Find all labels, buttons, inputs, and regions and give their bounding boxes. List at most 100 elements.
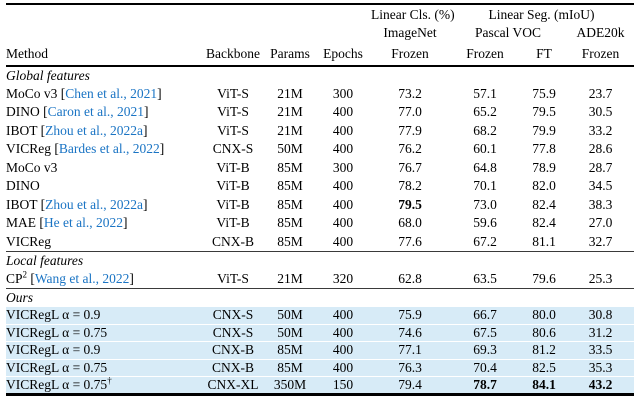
params-cell: 50M [277,141,303,157]
header-col-params: Params [265,41,315,67]
method-superscript: 2 [22,269,28,279]
params-cell: 21M [277,104,303,120]
voc-ft-cell: 79.5 [532,104,556,120]
method-name: IBOT [6,196,38,212]
voc-frozen-cell: 70.1 [473,178,497,194]
epochs-cell: 400 [315,341,371,359]
params-cell: 350M [265,376,315,395]
method-name: CP [6,270,23,286]
header-sub-pascal-voc: Pascal VOC [474,25,542,40]
method-name: DINO [6,104,40,120]
ade-frozen-cell: 38.3 [588,196,613,212]
backbone-cell: CNX-XL [201,376,265,395]
table-row: IBOT [Zhou et al., 2022a] ViT-B 85M 400 79.5… [6,196,634,215]
voc-frozen-cell: 64.8 [473,159,497,175]
method-cell: MoCo v3 [6,159,201,178]
voc-ft-cell: 82.0 [532,178,556,194]
voc-frozen-cell: 57.1 [473,85,497,101]
citation-link[interactable]: Caron et al., 2021 [47,104,144,120]
header-col-method: Method [6,41,201,67]
ade-frozen-cell: 33.5 [567,341,635,359]
header-group-linear-seg: Linear Seg. (mIoU) [488,7,595,22]
table-row: CP2 [Wang et al., 2022] ViT-S 21M 320 62.8 63… [6,270,634,289]
voc-frozen-cell: 68.2 [473,122,497,138]
params-cell: 85M [277,159,303,175]
backbone-cell: ViT-S [217,85,249,101]
method-name: VICRegL α = 0.75 [6,359,108,375]
ade-frozen-cell: 27.0 [588,215,613,231]
section-header-row: Global features [6,66,634,85]
method-name: DINO [6,178,40,194]
table-row: VICRegL α = 0.9 CNX-B 85M 400 77.1 69.3 81.2 33… [6,341,635,359]
citation-link[interactable]: Zhou et al., 2022a [45,122,143,138]
table-row: IBOT [Zhou et al., 2022a] ViT-S 21M 400 77.9… [6,122,634,141]
voc-frozen-cell: 65.2 [473,104,497,120]
ade-frozen-cell: 33.2 [588,122,613,138]
params-cell: 50M [265,323,315,342]
imagenet-frozen-cell: 68.0 [398,215,422,231]
method-name: VICReg [6,141,51,157]
method-name: MAE [6,215,36,231]
header-col-ade-frozen: Frozen [567,41,635,67]
table-row: DINO [Caron et al., 2021] ViT-S 21M 400 77.0… [6,103,634,122]
ade-frozen-cell: 25.3 [588,270,613,286]
method-cell: VICRegL α = 0.9 [6,306,201,324]
imagenet-frozen-cell: 77.0 [398,104,422,120]
method-cell: DINO [Caron et al., 2021] [6,104,149,120]
epochs-cell: 400 [315,358,371,377]
method-cell: VICRegL α = 0.75 [6,323,201,342]
ade-frozen-cell: 28.6 [588,141,613,157]
epochs-cell: 400 [332,122,354,138]
voc-frozen-cell: 67.5 [449,323,521,342]
voc-ft-cell: 77.8 [532,141,556,157]
params-cell: 85M [277,196,303,212]
method-cell: MAE [He et al., 2022] [6,215,128,231]
citation-link[interactable]: Wang et al., 2022 [34,270,130,286]
epochs-cell: 400 [315,323,371,342]
ade-frozen-cell: 28.7 [588,159,613,175]
voc-ft-cell: 80.0 [521,306,567,324]
method-cell: MoCo v3 [Chen et al., 2021] [6,85,162,101]
backbone-cell: CNX-B [201,341,265,359]
method-name: MoCo v3 [6,159,58,175]
backbone-cell: ViT-S [217,104,249,120]
imagenet-frozen-cell: 73.2 [398,85,422,101]
backbone-cell: ViT-S [217,270,249,286]
table-row: VICReg [Bardes et al., 2022] CNX-S 50M 400 7… [6,140,634,159]
imagenet-frozen-cell: 78.2 [398,178,422,194]
imagenet-frozen-cell: 76.7 [398,159,422,175]
results-table: Linear Cls. (%) Linear Seg. (mIoU) Image… [6,3,635,396]
imagenet-frozen-cell: 77.6 [398,233,422,249]
voc-ft-cell: 80.6 [521,323,567,342]
backbone-cell: ViT-B [216,196,250,212]
voc-ft-cell: 82.4 [532,215,556,231]
method-cell: CP2 [Wang et al., 2022] [6,269,134,286]
method-cell: DINO [6,177,201,196]
imagenet-frozen-cell: 74.6 [371,323,449,342]
table-row: VICRegL α = 0.9 CNX-S 50M 400 75.9 66.7 80.0 30… [6,306,635,324]
voc-frozen-cell: 60.1 [473,141,497,157]
method-name: VICRegL α = 0.9 [6,342,101,358]
backbone-cell: ViT-B [216,178,250,194]
epochs-cell: 300 [332,159,354,175]
epochs-cell: 400 [315,306,371,324]
imagenet-frozen-cell: 76.3 [371,358,449,377]
ade-frozen-cell: 30.5 [588,104,613,120]
section-label: Ours [6,287,635,307]
citation-link[interactable]: He et al., 2022 [43,215,123,231]
citation-link[interactable]: Zhou et al., 2022a [45,196,143,212]
backbone-cell: CNX-S [212,141,254,157]
table-row: MAE [He et al., 2022] ViT-B 85M 400 68.0 59.6… [6,214,634,233]
epochs-cell: 400 [332,196,354,212]
method-name: IBOT [6,122,38,138]
epochs-cell: 400 [332,233,354,249]
section-label: Global features [6,67,90,83]
header-sub-imagenet: ImageNet [383,25,437,40]
ade-frozen-cell: 35.3 [567,358,635,377]
voc-ft-cell: 82.5 [521,358,567,377]
citation-link[interactable]: Bardes et al., 2022 [58,141,160,157]
citation-link[interactable]: Chen et al., 2021 [65,85,158,101]
voc-ft-cell: 84.1 [521,376,567,395]
method-cell: VICRegL α = 0.9 [6,341,201,359]
backbone-cell: ViT-S [217,122,249,138]
